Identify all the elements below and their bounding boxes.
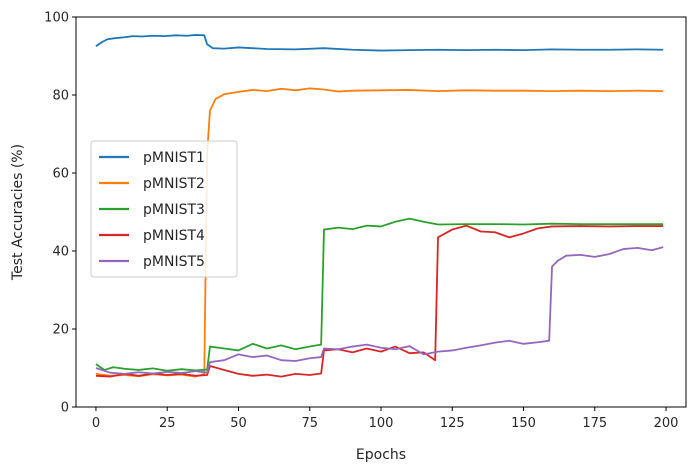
y-tick-label: 80 [52, 89, 69, 104]
y-tick-label: 20 [52, 323, 69, 338]
y-tick-label: 60 [52, 167, 69, 182]
x-tick-label: 0 [92, 416, 100, 431]
legend-label-4: pMNIST4 [143, 228, 205, 244]
series-line-4 [95, 224, 664, 378]
axes [72, 16, 687, 411]
plot-area [95, 34, 664, 378]
y-tick-label: 0 [61, 401, 69, 416]
x-tick-label: 75 [301, 416, 318, 431]
legend-label-1: pMNIST1 [143, 150, 205, 166]
x-tick-label: 25 [159, 416, 176, 431]
legend: pMNIST1 pMNIST2 pMNIST3 pMNIST4 pMNIST5 [90, 140, 238, 278]
x-tick-label: 125 [440, 416, 465, 431]
tick-labels: 0 25 50 75 100 125 150 175 200 0 20 40 60 80 100 [44, 11, 678, 432]
x-axis-label: Epochs [356, 447, 406, 463]
x-tick-label: 150 [511, 416, 536, 431]
y-axis-label: Test Accuracies (%) [10, 144, 26, 281]
x-tick-label: 200 [654, 416, 679, 431]
series-line-5 [95, 246, 664, 375]
legend-box [90, 140, 238, 278]
series-line-3 [95, 217, 664, 372]
x-tick-label: 50 [230, 416, 247, 431]
y-tick-label: 40 [52, 245, 69, 260]
legend-label-2: pMNIST2 [143, 176, 205, 192]
legend-label-5: pMNIST5 [143, 254, 205, 270]
legend-label-3: pMNIST3 [143, 202, 205, 218]
x-tick-label: 175 [582, 416, 607, 431]
x-tick-label: 100 [369, 416, 394, 431]
series-line-1 [95, 34, 664, 52]
y-tick-label: 100 [44, 11, 69, 26]
